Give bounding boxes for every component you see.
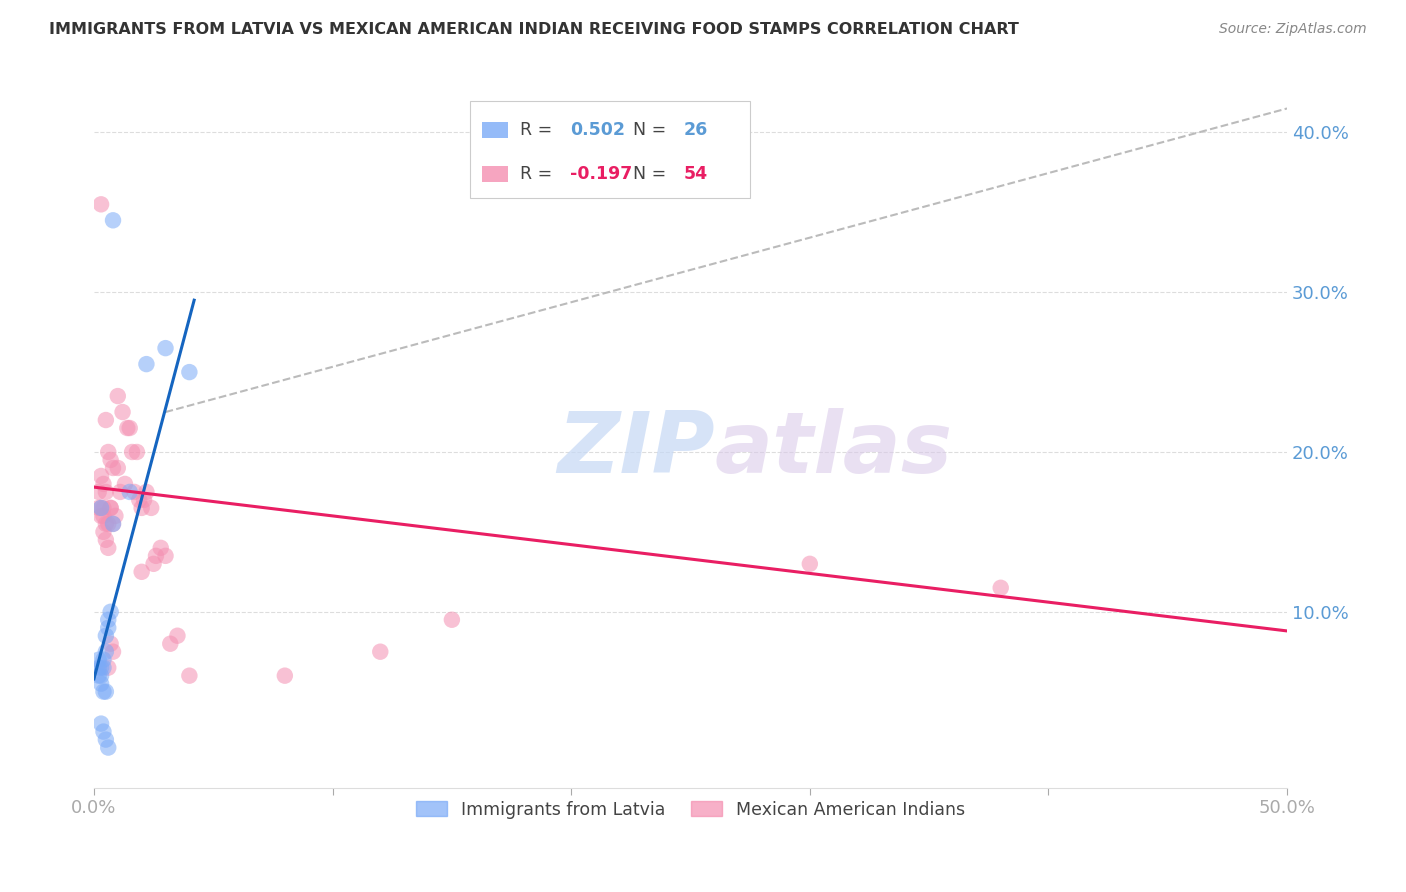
Point — [93, 508, 115, 523]
Point — [90, 508, 112, 523]
Point — [93, 524, 115, 539]
Point — [94, 684, 117, 698]
Point — [97, 613, 120, 627]
Point — [93, 477, 115, 491]
Point — [90, 500, 112, 515]
Point — [100, 500, 122, 515]
Point — [93, 684, 115, 698]
FancyBboxPatch shape — [470, 101, 751, 198]
Point — [90, 668, 112, 682]
FancyBboxPatch shape — [482, 122, 508, 138]
Point — [166, 629, 188, 643]
Point — [159, 637, 181, 651]
Point — [118, 484, 141, 499]
Point — [128, 492, 150, 507]
Point — [132, 492, 155, 507]
Point — [90, 661, 112, 675]
Point — [93, 724, 115, 739]
Legend: Immigrants from Latvia, Mexican American Indians: Immigrants from Latvia, Mexican American… — [409, 794, 973, 826]
Point — [117, 421, 139, 435]
Point — [97, 661, 120, 675]
Point — [149, 541, 172, 555]
Point — [94, 732, 117, 747]
Point — [97, 740, 120, 755]
Text: 0.502: 0.502 — [569, 121, 626, 139]
Point — [155, 341, 177, 355]
Point — [90, 716, 112, 731]
Point — [101, 645, 124, 659]
Point — [179, 365, 201, 379]
Point — [114, 477, 136, 491]
Point — [94, 516, 117, 531]
Point — [93, 500, 115, 515]
Text: N =: N = — [633, 121, 672, 139]
Point — [94, 645, 117, 659]
Point — [440, 613, 463, 627]
Point — [90, 676, 112, 690]
Point — [87, 653, 110, 667]
Point — [94, 413, 117, 427]
Text: 26: 26 — [683, 121, 707, 139]
Point — [87, 668, 110, 682]
Point — [121, 445, 143, 459]
Point — [90, 197, 112, 211]
Point — [100, 453, 122, 467]
Point — [97, 541, 120, 555]
Point — [368, 645, 391, 659]
Point — [100, 500, 122, 515]
Point — [101, 516, 124, 531]
Point — [131, 565, 153, 579]
Point — [94, 484, 117, 499]
Point — [87, 661, 110, 675]
Text: -0.197: -0.197 — [569, 165, 633, 183]
Point — [90, 500, 112, 515]
Point — [97, 445, 120, 459]
Point — [179, 668, 201, 682]
Point — [104, 508, 127, 523]
Point — [94, 629, 117, 643]
Point — [101, 213, 124, 227]
Text: R =: R = — [520, 165, 558, 183]
Text: 54: 54 — [683, 165, 707, 183]
Point — [124, 484, 146, 499]
Point — [990, 581, 1012, 595]
Point — [87, 484, 110, 499]
Point — [274, 668, 297, 682]
Point — [101, 516, 124, 531]
Point — [107, 389, 129, 403]
Point — [107, 461, 129, 475]
Point — [125, 445, 148, 459]
Point — [108, 484, 131, 499]
Point — [87, 500, 110, 515]
Point — [799, 557, 821, 571]
Point — [135, 484, 157, 499]
Point — [135, 357, 157, 371]
Text: ZIP: ZIP — [557, 408, 714, 491]
Point — [101, 461, 124, 475]
Point — [145, 549, 167, 563]
Point — [93, 661, 115, 675]
Point — [155, 549, 177, 563]
Point — [131, 500, 153, 515]
Text: atlas: atlas — [714, 408, 952, 491]
Point — [90, 469, 112, 483]
Point — [93, 653, 115, 667]
Point — [94, 533, 117, 547]
Text: N =: N = — [633, 165, 672, 183]
Point — [100, 605, 122, 619]
Text: Source: ZipAtlas.com: Source: ZipAtlas.com — [1219, 22, 1367, 37]
Point — [97, 516, 120, 531]
Point — [118, 421, 141, 435]
Point — [142, 557, 165, 571]
Point — [100, 637, 122, 651]
Point — [111, 405, 134, 419]
Text: R =: R = — [520, 121, 558, 139]
Point — [97, 621, 120, 635]
FancyBboxPatch shape — [482, 166, 508, 182]
Text: IMMIGRANTS FROM LATVIA VS MEXICAN AMERICAN INDIAN RECEIVING FOOD STAMPS CORRELAT: IMMIGRANTS FROM LATVIA VS MEXICAN AMERIC… — [49, 22, 1019, 37]
Point — [141, 500, 163, 515]
